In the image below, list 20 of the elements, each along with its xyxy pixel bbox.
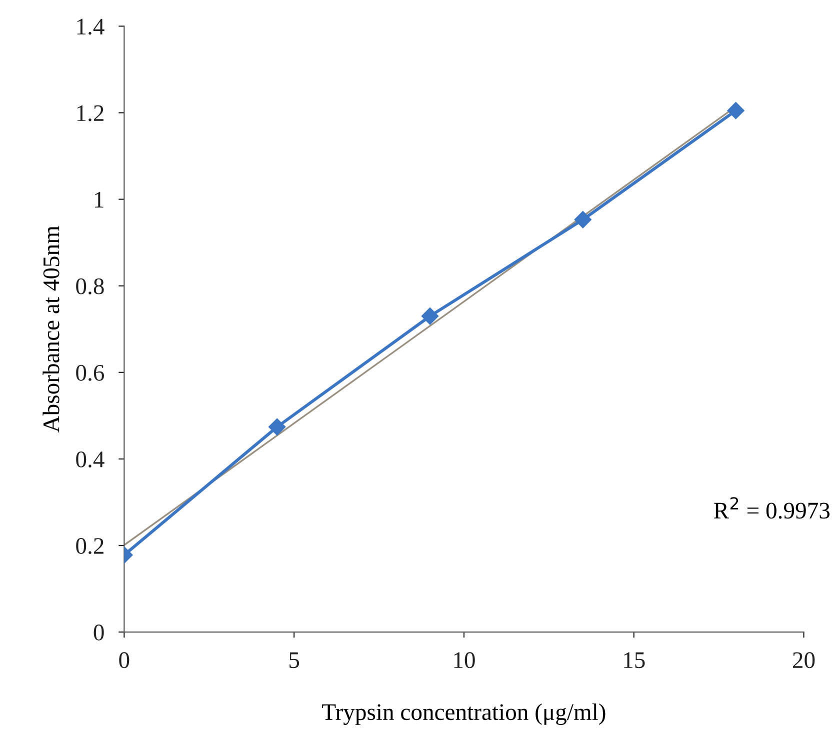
x-tick-label: 0 (119, 652, 130, 668)
x-tick-label: 20 (792, 652, 815, 668)
point (268, 418, 286, 436)
y-tick-label: 1 (95, 192, 104, 208)
y-tick-label: 1.4 (77, 18, 104, 35)
y-tick-label: 0 (94, 624, 104, 640)
x-tick-label: 15 (624, 652, 645, 668)
x-tick-label: 10 (454, 652, 475, 668)
point (421, 308, 439, 325)
y-tick-label: 1.2 (77, 105, 104, 122)
point (574, 211, 592, 228)
annotation: R$^{2}$ = 0.9973 (714, 497, 830, 519)
x-tick-label: 5 (290, 652, 300, 668)
x-axis-title: Trypsin concentration (μg/ml) (322, 703, 606, 725)
point (727, 102, 744, 120)
y-tick-label: 0.8 (76, 278, 104, 294)
y-axis-title: Absorbance at 405nm (42, 226, 60, 432)
y-tick-label: 0.6 (76, 364, 104, 381)
y-tick-label: 0.4 (76, 451, 104, 468)
y-tick-label: 0.2 (76, 538, 104, 554)
